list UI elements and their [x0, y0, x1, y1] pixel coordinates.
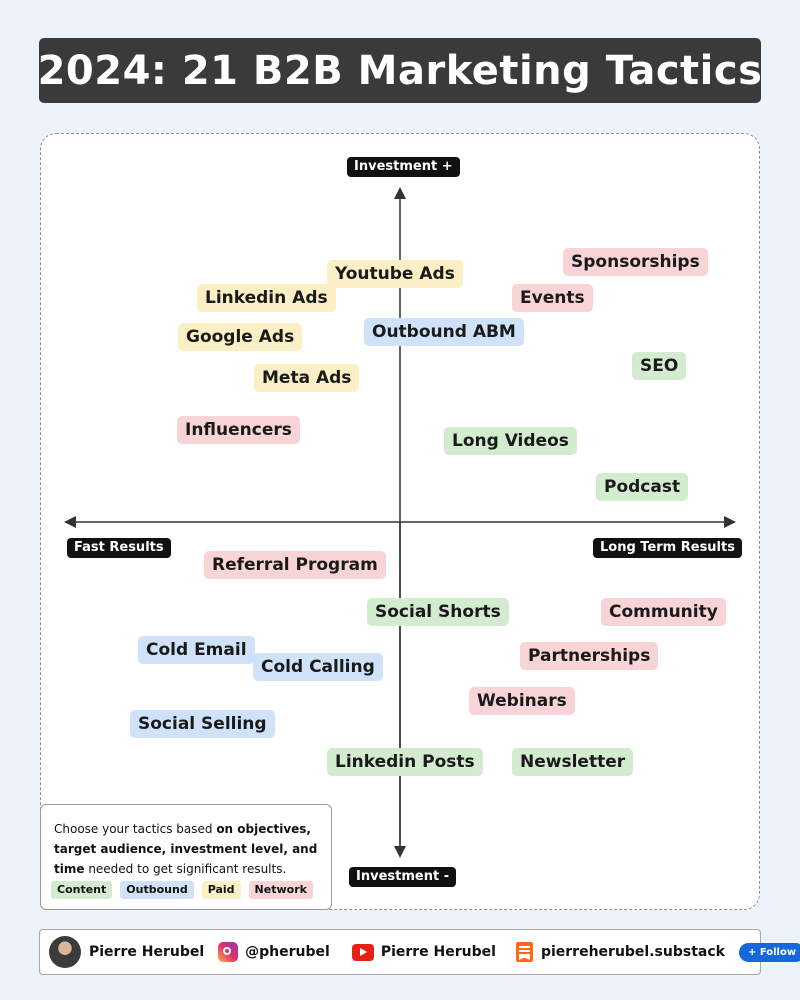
legend-box: Choose your tactics based on objectives,…: [40, 804, 332, 910]
legend-chip-content: Content: [51, 881, 113, 899]
youtube-icon: [351, 943, 374, 961]
tactic-long-videos: Long Videos: [444, 427, 577, 455]
legend-bold-2: target audience, investment level, and: [54, 842, 318, 856]
instagram-icon: [218, 942, 239, 962]
tactic-podcast: Podcast: [596, 473, 689, 501]
page-title: 2024: 21 B2B Marketing Tactics: [37, 47, 763, 94]
title-banner: 2024: 21 B2B Marketing Tactics: [37, 38, 763, 103]
author-name: Pierre Herubel: [89, 944, 205, 960]
tactic-outbound-abm: Outbound ABM: [364, 318, 524, 346]
legend-text-2: needed to get significant results.: [84, 862, 287, 876]
tactic-referral-program: Referral Program: [204, 551, 386, 579]
tactic-cold-email: Cold Email: [138, 636, 255, 664]
legend-chip-outbound: Outbound: [120, 881, 194, 899]
substack-link[interactable]: pierreherubel.substack: [515, 942, 725, 962]
legend-categories: Content Outbound Paid Network: [51, 881, 313, 899]
instagram-handle: @pherubel: [245, 944, 330, 960]
axis-label-bottom: Investment -: [349, 867, 457, 887]
tactic-seo: SEO: [632, 352, 687, 380]
tactic-cold-calling: Cold Calling: [253, 653, 383, 681]
tactic-newsletter: Newsletter: [512, 748, 634, 776]
axis-label-top: Investment +: [347, 157, 460, 177]
legend-text-1: Choose your tactics based: [54, 822, 217, 836]
tactic-linkedin-posts: Linkedin Posts: [327, 748, 483, 776]
axis-label-right: Long Term Results: [593, 538, 742, 558]
tactic-linkedin-ads: Linkedin Ads: [197, 284, 336, 312]
author: Pierre Herubel: [49, 936, 204, 968]
axis-label-left: Fast Results: [67, 538, 171, 558]
youtube-link[interactable]: Pierre Herubel: [351, 943, 496, 961]
follow-button[interactable]: + Follow: [738, 942, 800, 962]
substack-name: pierreherubel.substack: [540, 944, 725, 960]
tactic-community: Community: [601, 598, 726, 626]
legend-chip-paid: Paid: [201, 881, 241, 899]
avatar: [49, 936, 81, 968]
youtube-name: Pierre Herubel: [380, 944, 496, 960]
tactic-webinars: Webinars: [469, 687, 575, 715]
tactic-social-selling: Social Selling: [130, 710, 275, 738]
tactic-sponsorships: Sponsorships: [563, 248, 708, 276]
footer-bar: Pierre Herubel @pherubel Pierre Herubel …: [39, 929, 800, 975]
legend-chip-network: Network: [248, 881, 313, 899]
instagram-link[interactable]: @pherubel: [218, 942, 330, 962]
tactic-events: Events: [512, 284, 593, 312]
tactic-social-shorts: Social Shorts: [367, 598, 509, 626]
legend-bold-3: time: [54, 862, 85, 876]
tactic-google-ads: Google Ads: [178, 323, 303, 351]
tactic-youtube-ads: Youtube Ads: [327, 260, 463, 288]
tactic-meta-ads: Meta Ads: [254, 364, 360, 392]
tactic-influencers: Influencers: [177, 416, 300, 444]
tactic-partnerships: Partnerships: [520, 642, 659, 670]
substack-icon: [515, 942, 533, 962]
legend-description: Choose your tactics based on objectives,…: [54, 819, 319, 879]
legend-bold-1: on objectives,: [216, 822, 311, 836]
